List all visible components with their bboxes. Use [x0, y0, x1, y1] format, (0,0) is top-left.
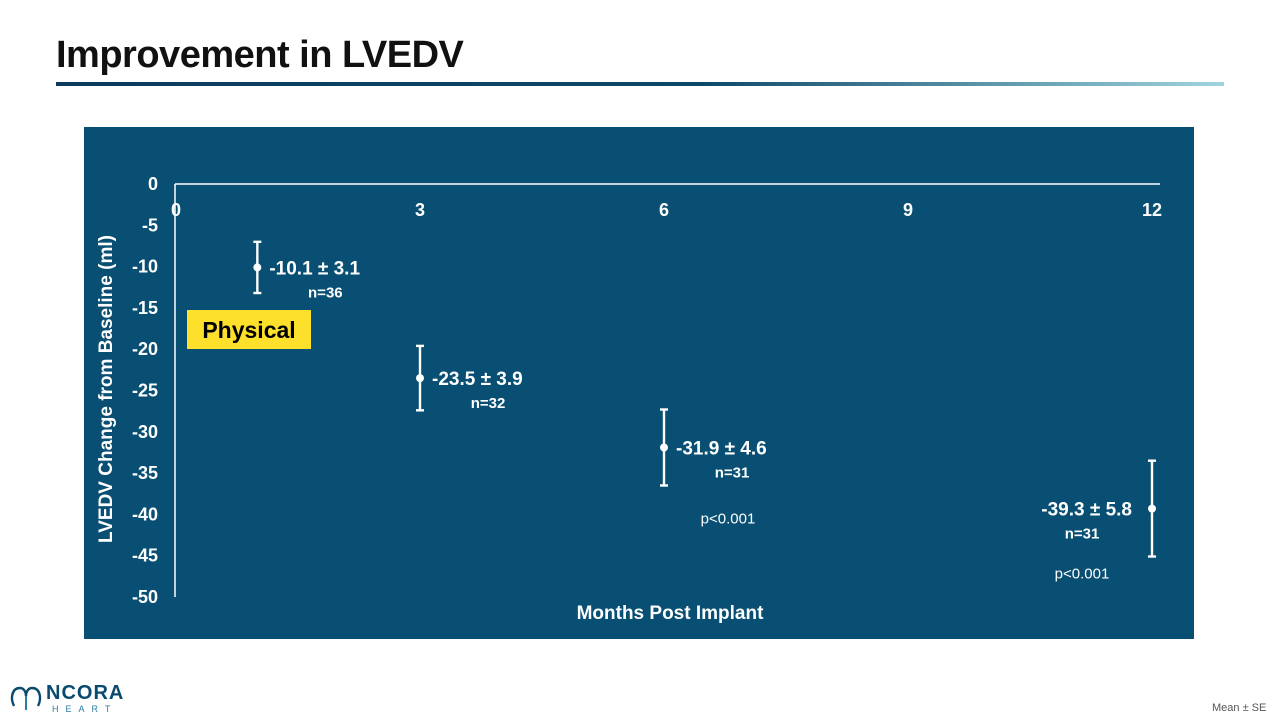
point-n-label: n=31 [1065, 526, 1100, 543]
data-point [1148, 504, 1156, 513]
annotation-tag-bg [187, 310, 311, 349]
x-tick-label: 12 [1142, 200, 1162, 220]
p-value-label: p<0.001 [701, 510, 756, 527]
point-value-label: -10.1 ± 3.1 [269, 258, 360, 279]
y-tick-label: -10 [132, 257, 158, 277]
p-value-label: p<0.001 [1055, 566, 1110, 583]
point-value-label: -39.3 ± 5.8 [1041, 500, 1132, 521]
point-n-label: n=32 [471, 395, 506, 412]
data-point [660, 443, 668, 452]
chart-panel: 0 -5 -10 -15 -20 -25 -30 -35 -40 -45 -50 0 3 6 9 12 Mont… [84, 127, 1194, 639]
y-tick-label: -35 [132, 463, 158, 483]
logo-wordmark: NCORA [46, 682, 125, 704]
lvedv-chart: 0 -5 -10 -15 -20 -25 -30 -35 -40 -45 -50 0 3 6 9 12 Mont… [96, 174, 1162, 624]
point-n-label: n=36 [308, 284, 343, 301]
footnote: Mean ± SE [1212, 702, 1267, 714]
point-value-label: -31.9 ± 4.6 [676, 438, 767, 459]
x-tick-label: 9 [903, 200, 913, 220]
y-tick-label: -5 [142, 215, 158, 235]
x-tick-label: 0 [171, 200, 181, 220]
y-tick-label: -30 [132, 422, 158, 442]
point-value-label: -23.5 ± 3.9 [432, 369, 523, 390]
anchor-heart-icon [10, 686, 42, 710]
x-tick-label: 3 [415, 200, 425, 220]
x-tick-label: 6 [659, 200, 669, 220]
y-tick-label: -20 [132, 339, 158, 359]
x-axis-title: Months Post Implant [577, 603, 765, 624]
y-tick-label: 0 [148, 174, 158, 194]
data-point [416, 374, 424, 383]
slide-title: Improvement in LVEDV [56, 34, 464, 76]
annotation-tag-label: Physical [202, 317, 295, 343]
y-axis-title: LVEDV Change from Baseline (ml) [96, 235, 117, 543]
y-tick-label: -50 [132, 587, 158, 607]
logo-subtitle: HEART [52, 704, 118, 714]
ancora-heart-logo: NCORA HEART [8, 680, 138, 716]
point-n-label: n=31 [715, 464, 750, 481]
y-tick-label: -40 [132, 504, 158, 524]
title-underline [56, 82, 1224, 86]
data-point [253, 263, 262, 272]
y-tick-label: -15 [132, 298, 158, 318]
y-tick-label: -45 [132, 546, 158, 566]
y-tick-label: -25 [132, 381, 158, 401]
